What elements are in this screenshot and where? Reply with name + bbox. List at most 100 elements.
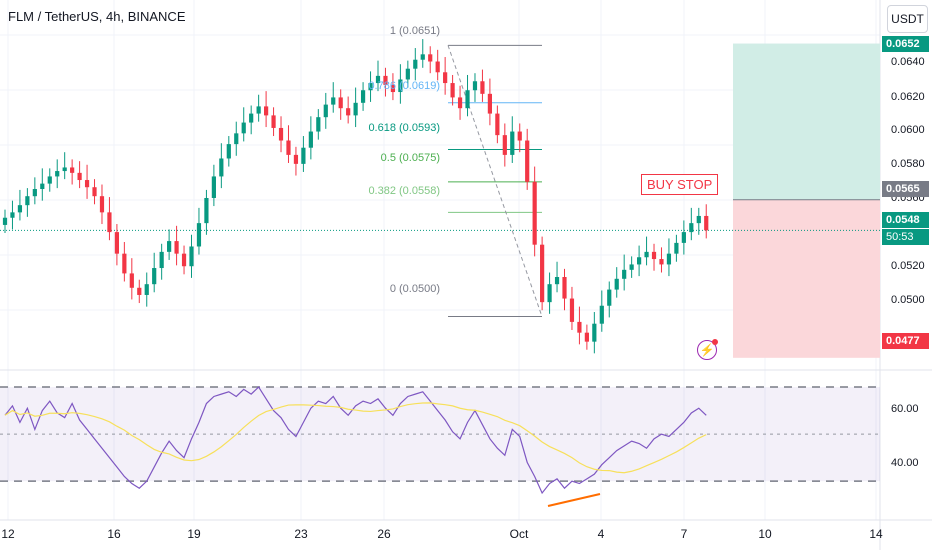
divergence-line (547, 493, 601, 507)
position-zones (0, 43, 880, 358)
candle-body (607, 289, 612, 306)
candle-body (278, 127, 284, 141)
candle-body (84, 180, 90, 188)
rsi-ma-line (4, 402, 707, 474)
candle-body (517, 131, 522, 141)
candle-body (428, 54, 433, 62)
fib-trend-line (447, 45, 543, 317)
candle-body (152, 268, 157, 285)
candle-body (92, 187, 97, 197)
candle-body (689, 223, 694, 233)
candle-body (510, 131, 515, 155)
candle-body (174, 241, 179, 254)
fib-label-0382: 0.382 (0.0558) (368, 185, 440, 197)
candle-body (360, 90, 366, 103)
candle-body (443, 72, 448, 84)
time-tick: 4 (597, 527, 605, 541)
candle-body (666, 253, 672, 265)
candle-body (144, 284, 149, 295)
candle-body (405, 68, 410, 80)
candle-body (383, 75, 388, 85)
candle-body (129, 273, 134, 288)
candle-body (331, 97, 336, 105)
price-tick: 0.0600 (891, 124, 925, 136)
candle-body (525, 140, 530, 182)
notification-dot (712, 339, 718, 345)
candle-body (696, 215, 701, 224)
candle-body (308, 131, 313, 148)
candle-body (293, 154, 299, 164)
candle-body (644, 251, 649, 258)
fib-label-0786: 0.786 (0.0619) (368, 80, 440, 92)
candle-body (338, 97, 343, 109)
candle-body (472, 81, 478, 91)
candle-body (540, 244, 545, 303)
candle-body (502, 135, 507, 155)
candle-body (704, 215, 709, 231)
current-price-badge: 0.0548 (882, 212, 929, 228)
candle-body (413, 59, 418, 69)
time-tick: 14 (869, 527, 883, 541)
target-zone (733, 43, 880, 200)
candle-body (167, 241, 172, 252)
candle-body (681, 232, 686, 243)
candle-body (554, 277, 560, 285)
candle-body (204, 197, 209, 224)
candle-body (286, 140, 291, 155)
time-tick: 12 (1, 527, 15, 541)
candle-body (562, 277, 567, 299)
candle-body (599, 305, 604, 324)
candle-body (17, 205, 23, 213)
candle-body (390, 84, 396, 93)
rsi-tick: 60.00 (891, 403, 919, 415)
fib-label-1: 1 (0.0651) (389, 25, 440, 37)
candle-body (196, 223, 202, 247)
lightning-icon[interactable]: ⚡ (697, 339, 718, 360)
symbol-title[interactable]: FLM / TetherUS, 4h, BINANCE (8, 9, 186, 24)
candle-body (592, 323, 597, 342)
candle-body (2, 217, 8, 225)
time-tick: 10 (758, 527, 772, 541)
stop-price-badge: 0.0477 (882, 333, 929, 349)
rsi-band-fill (0, 387, 880, 482)
time-tick: 26 (377, 527, 391, 541)
candlestick-series (2, 39, 709, 354)
candle-body (629, 264, 634, 270)
candle-body (637, 257, 642, 265)
price-tick: 0.0640 (891, 56, 925, 68)
candle-body (375, 75, 381, 84)
candle-body (368, 83, 373, 91)
buy-stop-label[interactable]: BUY STOP (641, 174, 719, 195)
candle-body (211, 176, 216, 198)
candle-body (547, 284, 552, 303)
candle-body (353, 102, 358, 116)
candle-body (346, 108, 351, 116)
candle-body (450, 83, 455, 98)
price-tick: 0.0520 (891, 260, 925, 272)
candle-body (480, 81, 485, 94)
candle-body (234, 133, 239, 145)
candle-body (659, 259, 664, 265)
candle-body (398, 79, 403, 93)
entry-price-badge: 0.0565 (882, 181, 929, 197)
candle-body (114, 232, 119, 254)
candle-body (674, 242, 679, 254)
candle-body (62, 167, 67, 172)
candle-body (77, 172, 82, 181)
candle-body (495, 113, 500, 136)
currency-button[interactable]: USDT (887, 5, 928, 33)
candle-body (487, 93, 492, 114)
candle-body (189, 246, 194, 267)
price-tick: 0.0500 (891, 294, 925, 306)
stop-zone (733, 199, 880, 358)
candle-body (532, 181, 537, 245)
candle-body (614, 278, 619, 290)
price-tick: 0.0620 (891, 91, 925, 103)
candle-body (420, 54, 425, 60)
candle-body (122, 253, 127, 274)
candle-body (323, 104, 328, 118)
candle-body (622, 269, 627, 279)
time-tick: Oct (509, 527, 529, 541)
fib-label-0: 0 (0.0500) (389, 283, 440, 295)
